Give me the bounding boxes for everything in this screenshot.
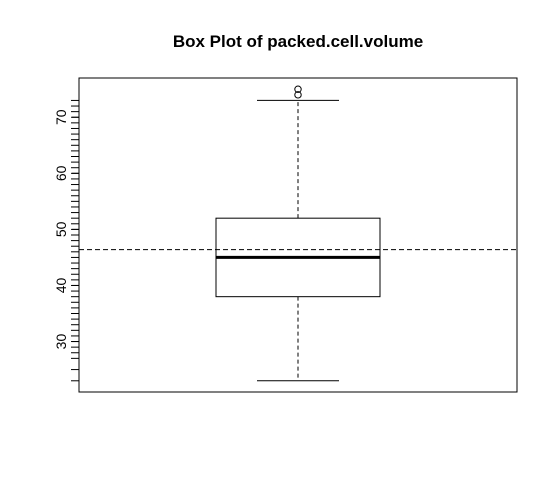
chart-title: Box Plot of packed.cell.volume [173, 32, 423, 51]
y-tick-label: 60 [53, 165, 69, 181]
chart-marks: 30 40 50 60 70 [53, 85, 517, 382]
y-tick-label: 30 [53, 334, 69, 350]
y-tick-label: 50 [53, 221, 69, 237]
outlier-point [294, 91, 302, 99]
y-tick-label: 40 [53, 277, 69, 293]
outlier-point [294, 85, 302, 93]
y-tick-label: 70 [53, 109, 69, 125]
